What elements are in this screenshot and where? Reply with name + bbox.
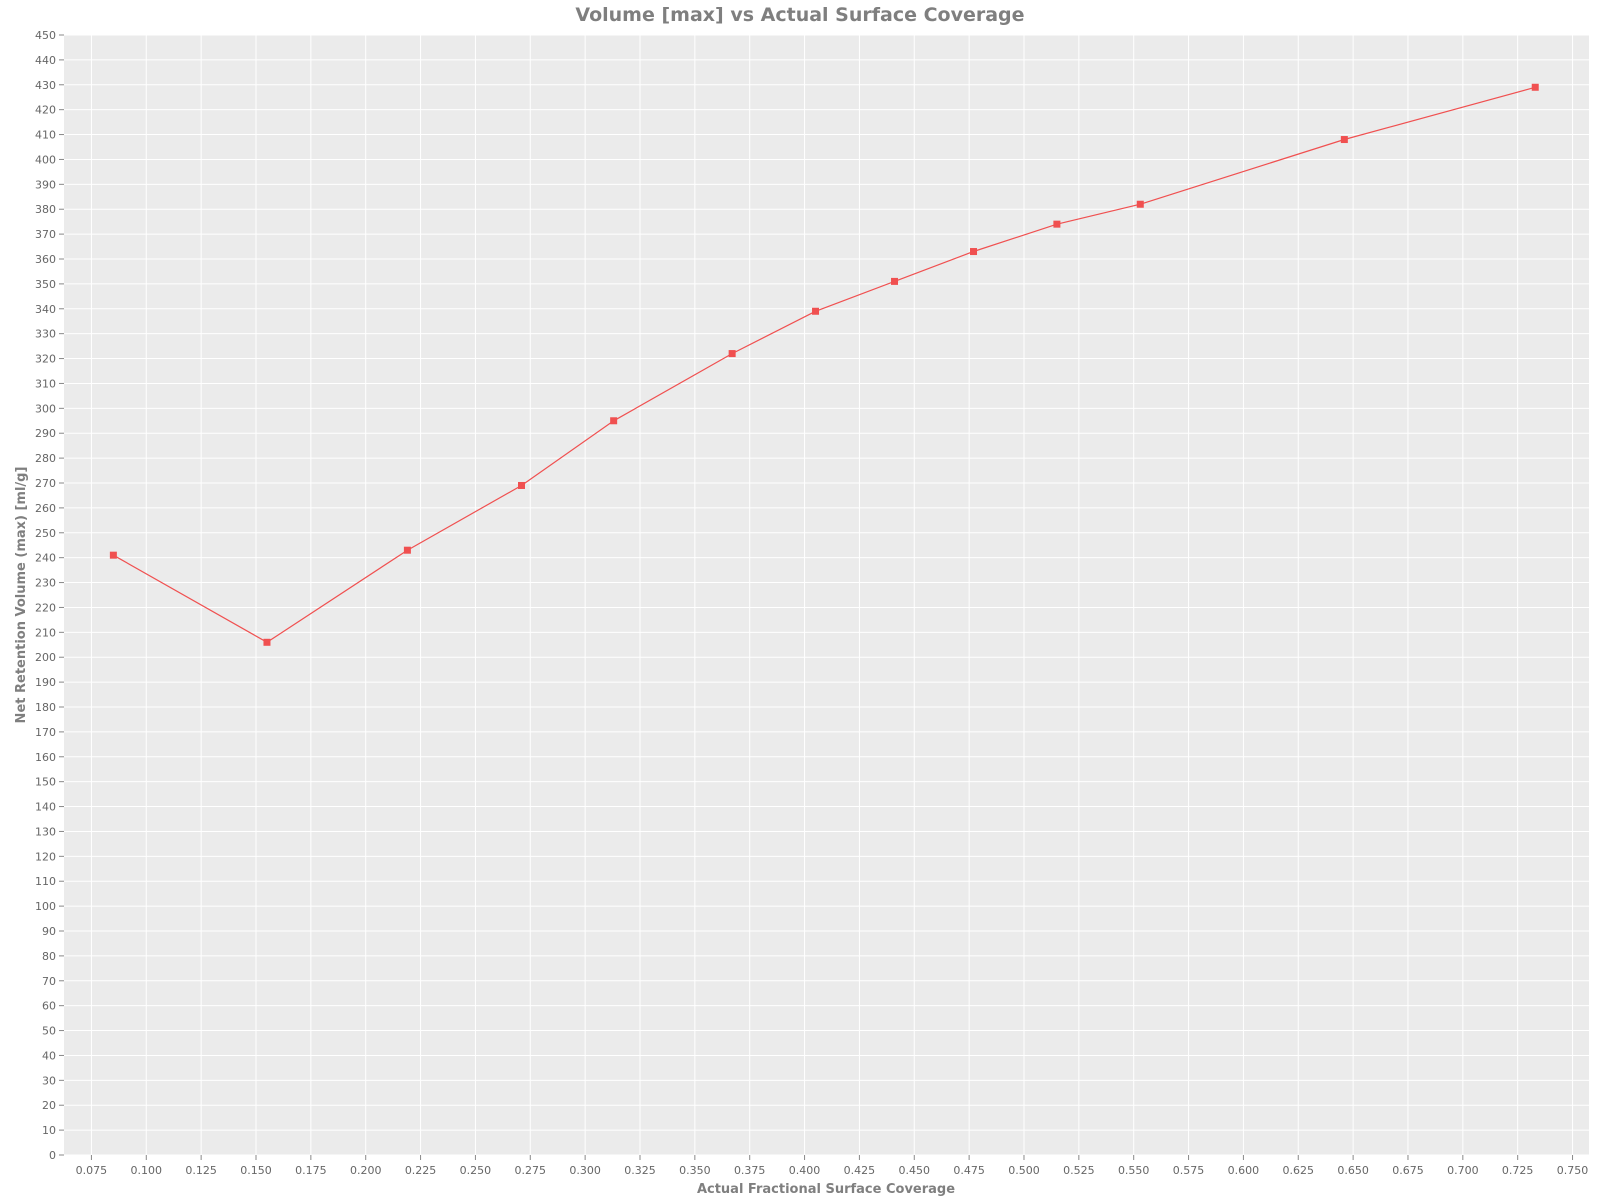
y-tick-label: 230 — [35, 577, 56, 590]
y-tick-label: 440 — [35, 54, 56, 67]
y-tick-label: 310 — [35, 377, 56, 390]
y-tick-label: 130 — [35, 825, 56, 838]
y-tick-label: 370 — [35, 228, 56, 241]
y-tick-label: 410 — [35, 129, 56, 142]
y-tick-label: 300 — [35, 402, 56, 415]
y-tick-label: 140 — [35, 801, 56, 814]
y-tick-label: 350 — [35, 278, 56, 291]
grid-lines — [64, 34, 1589, 1156]
x-tick-label: 0.725 — [1502, 1164, 1534, 1177]
data-point-marker — [263, 638, 271, 646]
x-tick-label: 0.300 — [569, 1164, 601, 1177]
y-tick-label: 50 — [42, 1025, 56, 1038]
x-tick-label: 0.650 — [1337, 1164, 1369, 1177]
data-point-marker — [1053, 220, 1061, 228]
data-point-marker — [610, 417, 618, 425]
data-point-marker — [518, 481, 525, 489]
x-tick-label: 0.400 — [789, 1164, 821, 1177]
data-point-marker — [891, 277, 899, 285]
y-tick-label: 70 — [42, 975, 56, 988]
y-tick-label: 0 — [49, 1149, 56, 1162]
x-tick-label: 0.500 — [1008, 1164, 1040, 1177]
y-tick-label: 20 — [42, 1099, 56, 1112]
x-tick-label: 0.225 — [405, 1164, 437, 1177]
y-tick-label: 260 — [35, 502, 56, 515]
y-tick-label: 290 — [35, 427, 56, 440]
axis-ticks: 0 10 20 30 40 50 60 70 80 90 100 110 120 130 140 150 160… — [35, 29, 1588, 1177]
x-tick-label: 0.475 — [953, 1164, 985, 1177]
x-tick-label: 0.450 — [899, 1164, 931, 1177]
x-tick-label: 0.350 — [679, 1164, 711, 1177]
data-point-marker — [1136, 200, 1144, 208]
x-tick-label: 0.200 — [350, 1164, 382, 1177]
x-tick-label: 0.375 — [734, 1164, 766, 1177]
data-point-marker — [728, 350, 736, 358]
x-tick-label: 0.100 — [131, 1164, 163, 1177]
x-tick-label: 0.075 — [76, 1164, 108, 1177]
plot-area — [64, 35, 1589, 1155]
y-tick-label: 40 — [42, 1049, 56, 1062]
y-tick-label: 240 — [35, 552, 56, 565]
y-tick-label: 430 — [35, 79, 56, 92]
y-tick-label: 30 — [42, 1074, 56, 1087]
y-axis-label: Net Retention Volume (max) [ml/g] — [14, 467, 29, 724]
y-tick-label: 250 — [35, 527, 56, 540]
chart-title: Volume [max] vs Actual Surface Coverage — [575, 4, 1024, 26]
x-tick-label: 0.125 — [185, 1164, 217, 1177]
data-point-marker — [1340, 136, 1348, 144]
data-point-marker — [109, 551, 117, 559]
y-tick-label: 220 — [35, 601, 56, 614]
y-tick-label: 450 — [35, 29, 56, 42]
y-tick-label: 150 — [35, 776, 56, 789]
y-tick-label: 210 — [35, 626, 56, 639]
y-tick-label: 200 — [35, 651, 56, 664]
x-tick-label: 0.750 — [1557, 1164, 1589, 1177]
y-tick-label: 120 — [35, 850, 56, 863]
y-tick-label: 270 — [35, 477, 56, 490]
x-tick-label: 0.175 — [295, 1164, 327, 1177]
x-tick-label: 0.525 — [1063, 1164, 1095, 1177]
y-tick-label: 190 — [35, 676, 56, 689]
y-tick-label: 90 — [42, 925, 56, 938]
y-tick-label: 100 — [35, 900, 56, 913]
y-tick-label: 280 — [35, 452, 56, 465]
y-tick-label: 400 — [35, 153, 56, 166]
y-tick-label: 60 — [42, 1000, 56, 1013]
x-tick-label: 0.575 — [1173, 1164, 1205, 1177]
x-tick-label: 0.625 — [1283, 1164, 1315, 1177]
y-tick-label: 320 — [35, 353, 56, 366]
y-tick-label: 360 — [35, 253, 56, 266]
x-tick-label: 0.425 — [844, 1164, 876, 1177]
y-tick-label: 380 — [35, 203, 56, 216]
y-tick-label: 180 — [35, 701, 56, 714]
data-point-marker — [403, 546, 411, 554]
x-tick-label: 0.700 — [1447, 1164, 1479, 1177]
y-tick-label: 340 — [35, 303, 56, 316]
x-axis-label: Actual Fractional Surface Coverage — [697, 1182, 955, 1197]
data-point-marker — [1531, 83, 1539, 91]
data-point-marker — [812, 307, 820, 315]
x-tick-label: 0.325 — [624, 1164, 656, 1177]
data-point-marker — [970, 248, 978, 256]
x-tick-label: 0.150 — [240, 1164, 272, 1177]
x-tick-label: 0.600 — [1228, 1164, 1260, 1177]
x-tick-label: 0.550 — [1118, 1164, 1150, 1177]
y-tick-label: 170 — [35, 726, 56, 739]
data-series — [109, 83, 1539, 646]
x-tick-label: 0.275 — [515, 1164, 547, 1177]
x-tick-label: 0.675 — [1392, 1164, 1424, 1177]
y-tick-label: 330 — [35, 328, 56, 341]
y-tick-label: 390 — [35, 178, 56, 191]
x-tick-label: 0.250 — [460, 1164, 492, 1177]
y-tick-label: 420 — [35, 104, 56, 117]
y-tick-label: 110 — [35, 875, 56, 888]
y-tick-label: 80 — [42, 950, 56, 963]
y-tick-label: 160 — [35, 751, 56, 764]
y-tick-label: 10 — [42, 1124, 56, 1137]
